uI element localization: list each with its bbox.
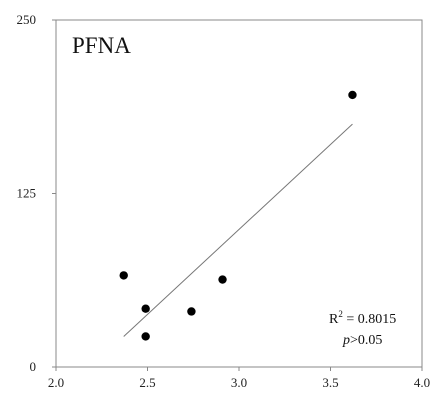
data-point [120,271,128,279]
data-point [141,332,149,340]
trendline [124,124,353,336]
x-tick-label: 3.5 [322,375,338,390]
data-point [187,307,195,315]
y-tick-label: 125 [17,186,37,201]
p-value-annotation: p>0.05 [342,333,382,348]
x-axis-ticks: 2.0 2.5 3.0 3.5 4.0 [48,367,430,390]
r-squared-annotation: R2 = 0.8015 [329,309,396,327]
data-point [141,305,149,313]
y-tick-label: 250 [17,12,37,27]
data-points [120,91,357,341]
x-tick-label: 2.0 [48,375,64,390]
data-point [348,91,356,99]
chart-title: PFNA [72,33,131,58]
data-point [218,275,226,283]
x-tick-label: 2.5 [139,375,155,390]
y-axis-ticks: 0 125 250 [17,12,57,374]
trendline-group [124,124,353,336]
x-tick-label: 4.0 [414,375,430,390]
x-tick-label: 3.0 [231,375,247,390]
y-tick-label: 0 [30,359,37,374]
